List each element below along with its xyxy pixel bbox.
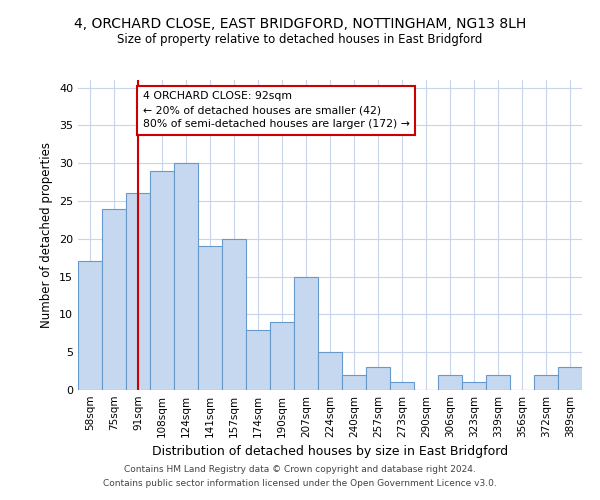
Bar <box>150 170 174 390</box>
Bar <box>318 352 342 390</box>
Bar <box>390 382 414 390</box>
X-axis label: Distribution of detached houses by size in East Bridgford: Distribution of detached houses by size … <box>152 446 508 458</box>
Text: 4, ORCHARD CLOSE, EAST BRIDGFORD, NOTTINGHAM, NG13 8LH: 4, ORCHARD CLOSE, EAST BRIDGFORD, NOTTIN… <box>74 18 526 32</box>
Y-axis label: Number of detached properties: Number of detached properties <box>40 142 53 328</box>
Bar <box>102 208 126 390</box>
Bar <box>198 246 222 390</box>
Bar <box>558 368 582 390</box>
Bar <box>462 382 486 390</box>
Bar <box>438 375 462 390</box>
Bar <box>222 239 246 390</box>
Bar <box>270 322 294 390</box>
Bar <box>366 368 390 390</box>
Text: Size of property relative to detached houses in East Bridgford: Size of property relative to detached ho… <box>118 32 482 46</box>
Bar <box>342 375 366 390</box>
Text: 4 ORCHARD CLOSE: 92sqm
← 20% of detached houses are smaller (42)
80% of semi-det: 4 ORCHARD CLOSE: 92sqm ← 20% of detached… <box>143 92 410 130</box>
Bar <box>174 163 198 390</box>
Bar <box>246 330 270 390</box>
Bar <box>486 375 510 390</box>
Bar <box>294 276 318 390</box>
Text: Contains HM Land Registry data © Crown copyright and database right 2024.
Contai: Contains HM Land Registry data © Crown c… <box>103 466 497 487</box>
Bar <box>534 375 558 390</box>
Bar <box>78 262 102 390</box>
Bar <box>126 194 150 390</box>
